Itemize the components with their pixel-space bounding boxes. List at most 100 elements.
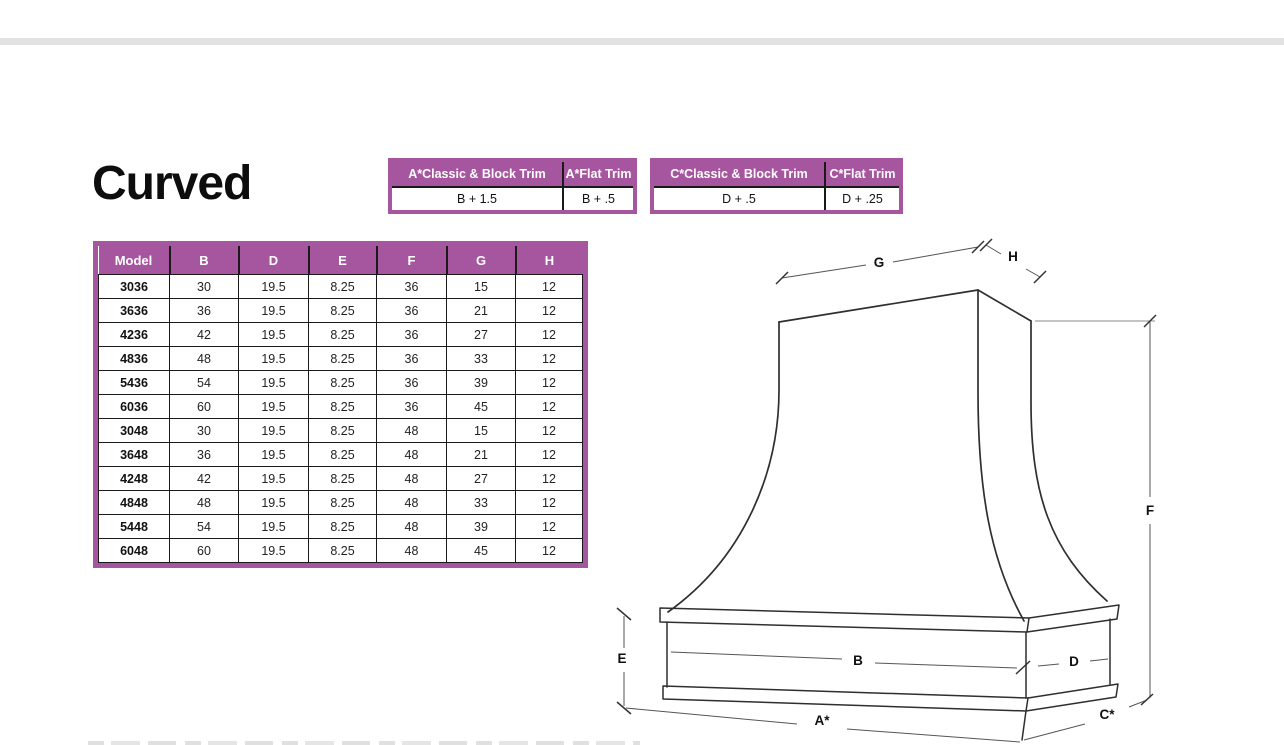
model-cell: 3048 bbox=[98, 418, 170, 443]
dimension-cell: 8.25 bbox=[308, 490, 377, 515]
dimension-cell: 12 bbox=[515, 442, 583, 467]
table-row: 5448 54 19.5 8.25 48 39 12 bbox=[98, 514, 583, 539]
dimension-cell: 8.25 bbox=[308, 322, 377, 347]
column-header-h: H bbox=[514, 246, 583, 275]
dimension-cell: 36 bbox=[376, 394, 447, 419]
dimension-cell: 12 bbox=[515, 514, 583, 539]
dimension-cell: 48 bbox=[376, 490, 447, 515]
dim-label-c: C* bbox=[1099, 707, 1115, 722]
dimension-cell: 19.5 bbox=[238, 298, 309, 323]
table-row: 6048 60 19.5 8.25 48 45 12 bbox=[98, 538, 583, 563]
dimension-cell: 48 bbox=[376, 418, 447, 443]
top-divider-bar bbox=[0, 38, 1284, 45]
model-cell: 6048 bbox=[98, 538, 170, 563]
dimension-cell: 8.25 bbox=[308, 298, 377, 323]
column-header-d: D bbox=[237, 246, 309, 275]
dimension-cell: 19.5 bbox=[238, 538, 309, 563]
table-row: 4848 48 19.5 8.25 48 33 12 bbox=[98, 490, 583, 515]
dimension-cell: 33 bbox=[446, 490, 516, 515]
dimension-cell: 39 bbox=[446, 370, 516, 395]
dimension-cell: 19.5 bbox=[238, 490, 309, 515]
dimension-cell: 36 bbox=[169, 442, 239, 467]
dim-label-e: E bbox=[617, 651, 626, 666]
column-header-g: G bbox=[445, 246, 516, 275]
dimension-cell: 36 bbox=[376, 322, 447, 347]
dimension-cell: 60 bbox=[169, 538, 239, 563]
model-cell: 5448 bbox=[98, 514, 170, 539]
table-row: 3036 30 19.5 8.25 36 15 12 bbox=[98, 274, 583, 299]
dimension-cell: 19.5 bbox=[238, 274, 309, 299]
model-cell: 4236 bbox=[98, 322, 170, 347]
dimension-cell: 33 bbox=[446, 346, 516, 371]
dimension-cell: 12 bbox=[515, 298, 583, 323]
dimension-cell: 39 bbox=[446, 514, 516, 539]
dimension-cell: 36 bbox=[376, 346, 447, 371]
dimension-cell: 45 bbox=[446, 394, 516, 419]
trim-header-cell-1: A*Flat Trim bbox=[562, 162, 633, 186]
dim-label-h: H bbox=[1008, 249, 1018, 264]
trim-header-cell-1: C*Flat Trim bbox=[824, 162, 899, 186]
a-dimension-trim-table: A*Classic & Block Trim A*Flat Trim B + 1.5… bbox=[388, 158, 637, 214]
dimension-cell: 19.5 bbox=[238, 346, 309, 371]
column-header-f: F bbox=[375, 246, 447, 275]
dim-label-b: B bbox=[853, 653, 863, 668]
dimension-cell: 48 bbox=[376, 442, 447, 467]
table-row: 4236 42 19.5 8.25 36 27 12 bbox=[98, 322, 583, 347]
dimension-cell: 27 bbox=[446, 322, 516, 347]
dimension-cell: 30 bbox=[169, 418, 239, 443]
c-dimension-trim-table: C*Classic & Block Trim C*Flat Trim D + .5 D… bbox=[650, 158, 903, 214]
dimension-cell: 36 bbox=[169, 298, 239, 323]
dimension-cell: 15 bbox=[446, 274, 516, 299]
dimension-cell: 12 bbox=[515, 466, 583, 491]
model-cell: 3636 bbox=[98, 298, 170, 323]
model-cell: 3036 bbox=[98, 274, 170, 299]
dim-label-a: A* bbox=[814, 713, 830, 728]
clipped-footnote-text bbox=[88, 741, 640, 745]
dimension-cell: 48 bbox=[376, 514, 447, 539]
page-title: Curved bbox=[92, 157, 252, 210]
table-row: 4836 48 19.5 8.25 36 33 12 bbox=[98, 346, 583, 371]
trim-header-cell-0: C*Classic & Block Trim bbox=[654, 162, 824, 186]
dimension-cell: 54 bbox=[169, 370, 239, 395]
dimension-cell: 19.5 bbox=[238, 514, 309, 539]
dimension-cell: 8.25 bbox=[308, 538, 377, 563]
column-header-e: E bbox=[307, 246, 377, 275]
model-cell: 6036 bbox=[98, 394, 170, 419]
dimension-cell: 19.5 bbox=[238, 418, 309, 443]
dimension-cell: 12 bbox=[515, 538, 583, 563]
table-row: 3648 36 19.5 8.25 48 21 12 bbox=[98, 442, 583, 467]
column-header-model: Model bbox=[98, 246, 170, 275]
dim-label-d: D bbox=[1069, 654, 1079, 669]
model-cell: 5436 bbox=[98, 370, 170, 395]
dimension-cell: 19.5 bbox=[238, 394, 309, 419]
dimension-cell: 12 bbox=[515, 322, 583, 347]
dimension-cell: 60 bbox=[169, 394, 239, 419]
dimension-cell: 8.25 bbox=[308, 394, 377, 419]
dimension-cell: 19.5 bbox=[238, 442, 309, 467]
dimension-cell: 48 bbox=[376, 538, 447, 563]
hood-outline bbox=[667, 289, 1108, 622]
dimension-cell: 42 bbox=[169, 322, 239, 347]
dimension-cell: 48 bbox=[169, 490, 239, 515]
dimension-cell: 8.25 bbox=[308, 514, 377, 539]
trim-value-cell-1: B + .5 bbox=[562, 186, 633, 210]
dimension-ticks bbox=[616, 238, 1157, 715]
table-row: 3636 36 19.5 8.25 36 21 12 bbox=[98, 298, 583, 323]
dimension-cell: 21 bbox=[446, 442, 516, 467]
column-header-b: B bbox=[168, 246, 239, 275]
dimension-cell: 12 bbox=[515, 346, 583, 371]
dimension-lines bbox=[623, 244, 1155, 743]
model-cell: 4248 bbox=[98, 466, 170, 491]
dimension-cell: 45 bbox=[446, 538, 516, 563]
dimension-cell: 48 bbox=[169, 346, 239, 371]
hood-base-outline bbox=[659, 604, 1120, 741]
table-row: 3048 30 19.5 8.25 48 15 12 bbox=[98, 418, 583, 443]
model-cell: 4848 bbox=[98, 490, 170, 515]
dimension-cell: 30 bbox=[169, 274, 239, 299]
dimension-cell: 8.25 bbox=[308, 442, 377, 467]
dimension-cell: 54 bbox=[169, 514, 239, 539]
trim-value-cell-0: D + .5 bbox=[654, 186, 824, 210]
trim-header-cell-0: A*Classic & Block Trim bbox=[392, 162, 562, 186]
dimension-cell: 48 bbox=[376, 466, 447, 491]
